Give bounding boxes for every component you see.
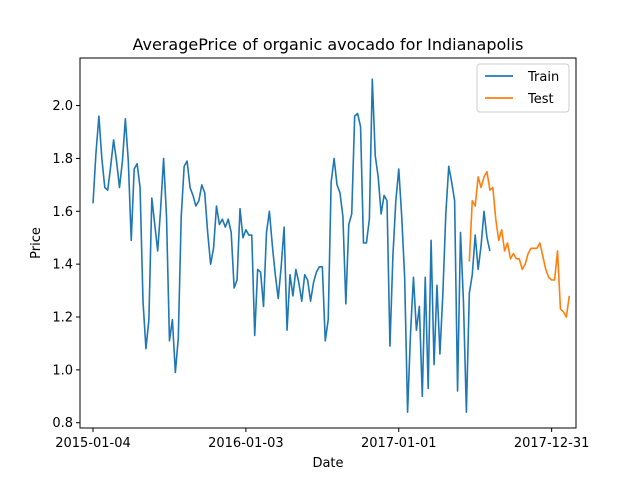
y-tick-label: 0.8 bbox=[52, 416, 73, 431]
y-tick-label: 1.2 bbox=[52, 311, 73, 326]
y-axis-label: Price bbox=[29, 227, 44, 259]
x-tick-label: 2017-01-01 bbox=[361, 436, 437, 451]
x-tick-label: 2015-01-04 bbox=[55, 436, 131, 451]
x-tick-label: 2017-12-31 bbox=[514, 436, 590, 451]
y-tick-label: 1.8 bbox=[52, 152, 73, 167]
y-tick-label: 1.0 bbox=[52, 363, 73, 378]
plot-area bbox=[92, 78, 571, 413]
series-line-test bbox=[468, 170, 571, 318]
legend-label-train: Train bbox=[527, 70, 559, 85]
y-tick-label: 1.4 bbox=[52, 258, 73, 273]
legend: Train Test bbox=[476, 63, 570, 113]
y-tick-label: 2.0 bbox=[52, 99, 73, 114]
x-tick-label: 2016-01-03 bbox=[208, 436, 284, 451]
legend-label-test: Test bbox=[527, 92, 554, 107]
y-tick-label: 1.6 bbox=[52, 205, 73, 220]
x-axis: 2015-01-04 2016-01-03 2017-01-01 2017-12-31 bbox=[55, 428, 589, 451]
series-line-train bbox=[92, 78, 491, 413]
x-axis-label: Date bbox=[312, 456, 343, 471]
axes-frame bbox=[79, 57, 577, 429]
y-axis: 0.8 1.0 1.2 1.4 1.6 1.8 2.0 bbox=[52, 99, 80, 431]
chart-title: AveragePrice of organic avocado for Indi… bbox=[132, 35, 523, 54]
